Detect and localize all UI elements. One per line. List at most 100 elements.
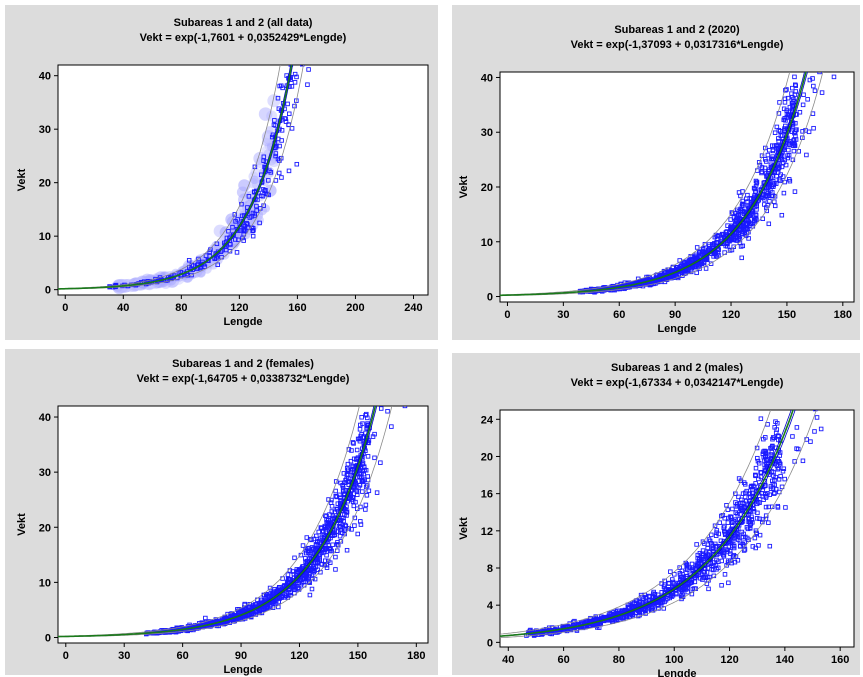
data-point bbox=[725, 244, 730, 249]
data-point bbox=[299, 65, 305, 67]
y-tick-label: 0 bbox=[487, 637, 493, 649]
data-point bbox=[379, 389, 383, 393]
data-point bbox=[741, 548, 747, 553]
data-point bbox=[346, 476, 351, 482]
data-point bbox=[782, 127, 787, 133]
data-point bbox=[723, 230, 729, 235]
data-point bbox=[637, 610, 643, 615]
plot-area bbox=[57, 405, 429, 644]
y-axis-label: Vekt bbox=[458, 517, 470, 540]
data-point bbox=[796, 52, 800, 56]
data-point bbox=[308, 6, 312, 10]
data-point bbox=[833, 0, 837, 1]
data-point bbox=[320, 528, 326, 534]
data-point bbox=[379, 367, 383, 371]
data-point bbox=[665, 596, 670, 601]
data-point bbox=[720, 232, 726, 238]
data-point bbox=[689, 561, 695, 567]
data-point bbox=[733, 510, 738, 515]
data-point bbox=[807, 366, 811, 370]
x-tick-label: 120 bbox=[722, 309, 740, 321]
data-point bbox=[800, 135, 805, 141]
data-point bbox=[331, 532, 337, 538]
data-point bbox=[758, 470, 764, 476]
y-tick-label: 10 bbox=[481, 237, 493, 249]
data-point bbox=[824, 371, 828, 375]
data-point bbox=[776, 127, 782, 133]
data-point bbox=[816, 57, 820, 61]
data-point bbox=[286, 592, 291, 597]
data-point bbox=[685, 582, 690, 588]
data-point bbox=[267, 585, 273, 591]
data-point bbox=[734, 218, 740, 224]
chart-panel-females: Subareas 1 and 2 (females) Vekt = exp(-1,… bbox=[5, 349, 438, 676]
y-tick-label: 40 bbox=[39, 412, 51, 424]
data-point bbox=[278, 595, 284, 600]
data-point bbox=[677, 565, 682, 570]
data-point bbox=[818, 426, 824, 432]
data-point bbox=[375, 362, 379, 366]
data-point bbox=[734, 531, 740, 537]
data-point bbox=[285, 572, 291, 577]
y-axis-label: Vekt bbox=[458, 175, 470, 198]
data-point bbox=[348, 458, 354, 464]
data-point bbox=[795, 64, 799, 68]
data-point bbox=[786, 177, 792, 182]
y-axis-label: Vekt bbox=[16, 168, 28, 191]
data-point bbox=[301, 564, 306, 569]
data-point bbox=[402, 406, 408, 409]
data-point bbox=[747, 196, 753, 201]
data-point bbox=[270, 605, 276, 610]
x-tick-label: 150 bbox=[349, 650, 367, 662]
data-point bbox=[815, 57, 819, 61]
fitted-curve bbox=[500, 72, 807, 297]
chart-svg-males: Subareas 1 and 2 (males) Vekt = exp(-1,67… bbox=[458, 362, 855, 677]
data-point bbox=[759, 170, 764, 176]
data-point bbox=[257, 220, 262, 226]
data-point bbox=[778, 133, 784, 138]
data-point bbox=[745, 192, 750, 198]
x-tick-label: 30 bbox=[118, 650, 130, 662]
data-point bbox=[349, 467, 354, 473]
data-point bbox=[344, 509, 349, 515]
y-axis-label: Vekt bbox=[16, 513, 28, 536]
data-point bbox=[232, 212, 238, 217]
x-tick-label: 120 bbox=[290, 650, 308, 662]
data-point bbox=[791, 141, 797, 146]
data-point bbox=[303, 575, 309, 580]
data-point bbox=[292, 71, 298, 77]
data-point bbox=[706, 550, 712, 555]
x-tick-label: 0 bbox=[63, 650, 69, 662]
data-point bbox=[661, 606, 666, 611]
x-tick-label: 240 bbox=[404, 302, 422, 314]
y-tick-label: 4 bbox=[487, 600, 494, 612]
data-point bbox=[276, 170, 282, 176]
y-tick-label: 12 bbox=[481, 526, 493, 538]
data-point bbox=[752, 219, 757, 224]
upper-prediction-limit bbox=[500, 72, 791, 296]
data-point bbox=[740, 198, 746, 204]
data-point bbox=[289, 84, 295, 89]
data-point bbox=[804, 152, 809, 158]
data-point bbox=[702, 241, 708, 247]
x-tick-label: 40 bbox=[502, 654, 514, 666]
data-point bbox=[748, 521, 754, 527]
density-cell bbox=[264, 184, 277, 197]
data-point bbox=[782, 116, 787, 121]
data-point bbox=[305, 82, 310, 87]
data-point bbox=[773, 474, 778, 480]
data-point bbox=[254, 203, 259, 209]
y-tick-label: 30 bbox=[481, 127, 493, 139]
data-point bbox=[828, 45, 832, 49]
data-point bbox=[323, 558, 328, 563]
data-point bbox=[716, 531, 721, 537]
x-tick-label: 60 bbox=[177, 650, 189, 662]
data-point bbox=[713, 562, 719, 568]
data-point bbox=[780, 468, 786, 474]
data-point bbox=[378, 406, 384, 411]
y-tick-label: 10 bbox=[39, 577, 51, 589]
data-point bbox=[786, 147, 791, 153]
data-point bbox=[803, 379, 807, 383]
data-point bbox=[306, 67, 311, 72]
data-point bbox=[722, 523, 727, 529]
